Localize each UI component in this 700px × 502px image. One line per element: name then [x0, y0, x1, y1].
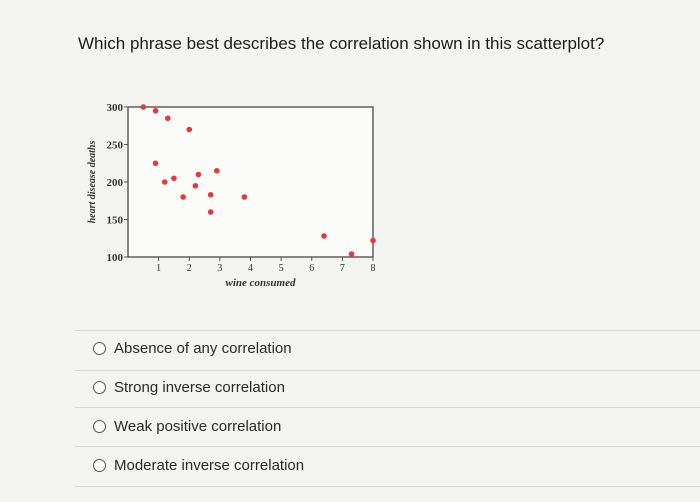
radio-button[interactable] — [93, 381, 106, 394]
question-text: Which phrase best describes the correlat… — [78, 34, 605, 53]
y-axis-label: heart disease deaths — [87, 141, 98, 224]
x-tick-label: 8 — [371, 263, 376, 274]
data-point — [214, 167, 220, 174]
divider — [75, 370, 700, 371]
divider — [75, 486, 700, 487]
scatterplot: 100 150 200 250 300 1 2 3 4 5 6 7 8 wine consumed hear… — [80, 90, 400, 300]
x-tick-label: 6 — [309, 263, 314, 274]
y-tick-label: 300 — [107, 102, 124, 114]
data-point — [171, 175, 177, 182]
y-tick-label: 250 — [107, 140, 124, 152]
data-point — [140, 104, 147, 110]
data-point — [180, 194, 186, 200]
radio-button[interactable] — [93, 420, 106, 433]
option-absence-of-correlation[interactable]: Absence of any correlation — [93, 340, 292, 357]
x-tick-label: 1 — [156, 263, 161, 274]
data-point — [370, 237, 376, 244]
option-label: Moderate inverse correlation — [114, 457, 305, 474]
x-axis-label: wine consumed — [226, 277, 296, 289]
option-label: Absence of any correlation — [114, 340, 292, 357]
scatterplot-svg: 100 150 200 250 300 1 2 3 4 5 6 7 8 wine consumed hear… — [87, 102, 376, 289]
divider — [75, 446, 700, 447]
data-point — [207, 191, 214, 198]
radio-button[interactable] — [93, 342, 106, 355]
option-weak-positive[interactable]: Weak positive correlation — [93, 418, 281, 435]
data-point — [321, 233, 327, 239]
x-tick-label: 4 — [248, 263, 253, 274]
y-tick-label: 150 — [107, 215, 124, 227]
data-point — [348, 251, 355, 257]
option-moderate-inverse[interactable]: Moderate inverse correlation — [93, 457, 304, 474]
data-point — [186, 126, 193, 133]
y-tick-label: 200 — [107, 177, 124, 189]
data-point — [152, 160, 159, 167]
plot-frame — [127, 106, 374, 258]
x-tick-label: 7 — [340, 263, 345, 274]
x-tick-label: 3 — [217, 263, 222, 274]
x-tick-label: 2 — [187, 263, 192, 274]
x-tick-label: 5 — [279, 263, 284, 274]
radio-button[interactable] — [93, 459, 106, 472]
data-point — [161, 179, 168, 185]
data-point — [207, 209, 214, 215]
data-point — [192, 182, 199, 189]
y-tick-label: 100 — [107, 252, 124, 264]
data-point — [165, 115, 171, 122]
divider — [75, 407, 700, 408]
option-label: Strong inverse correlation — [114, 379, 285, 396]
data-point — [152, 107, 159, 114]
option-strong-inverse[interactable]: Strong inverse correlation — [93, 379, 285, 396]
data-point — [195, 171, 202, 178]
option-label: Weak positive correlation — [114, 418, 282, 435]
divider — [75, 330, 700, 331]
data-point — [241, 194, 248, 200]
